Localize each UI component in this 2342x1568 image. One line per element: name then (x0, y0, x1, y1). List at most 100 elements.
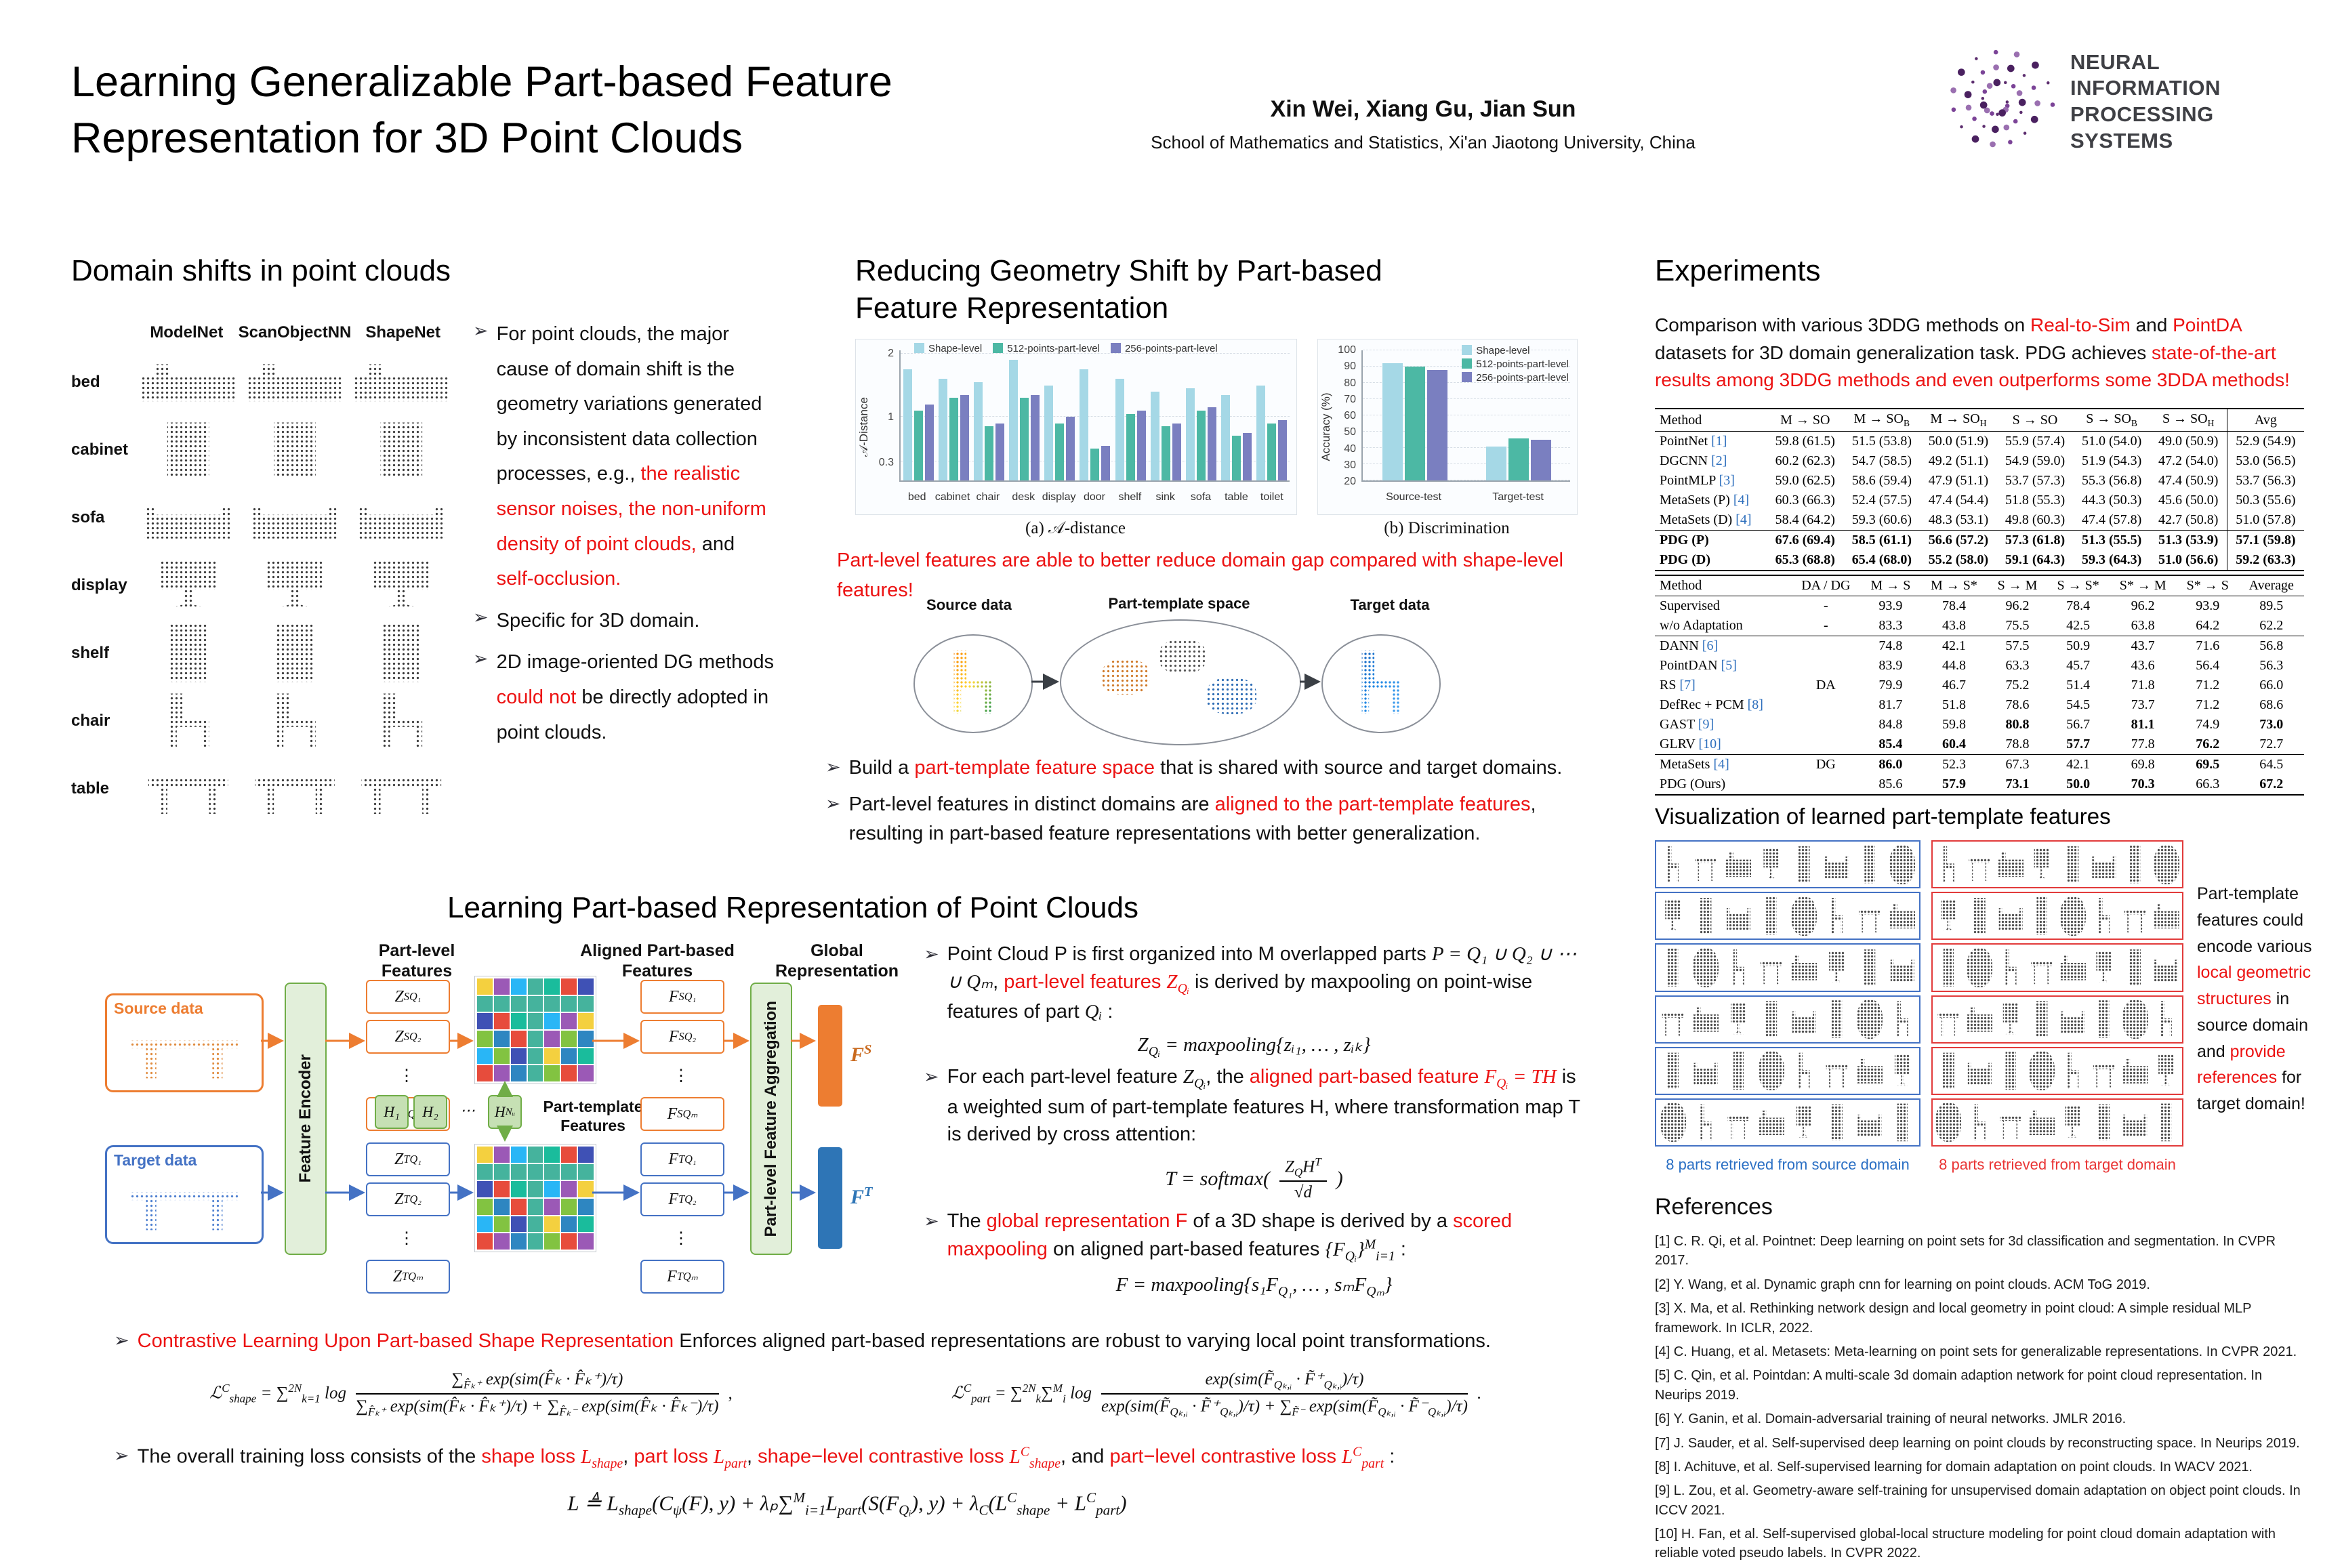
table-cell: DefRec + PCM [8] (1660, 697, 1763, 712)
bullet-geometry-1: ➢ Build a part-template feature space tha… (825, 754, 1588, 783)
discrimination-chart: Accuracy (%) 20 30 40 50 60 70 80 90 100 Source-te… (1317, 339, 1578, 515)
global-representation-header: Global Representation (775, 941, 899, 981)
part-thumb (2153, 904, 2179, 929)
figure-cell (241, 556, 348, 615)
gridline (1363, 463, 1570, 464)
part-row (1931, 1046, 2183, 1095)
legend-swatch (914, 343, 924, 353)
aligned-feature-box: F S Q₁ (640, 980, 724, 1014)
part-thumb (1799, 1052, 1810, 1089)
bar (1530, 440, 1551, 480)
table-cell: 60.2 (62.3) (1775, 453, 1835, 468)
table-cell: 59.8 (61.5) (1775, 434, 1835, 449)
pointcloud-thumb (380, 422, 423, 478)
bar (903, 369, 912, 480)
table-cell: - (1823, 618, 1828, 633)
table-cell: 45.6 (50.0) (2158, 493, 2219, 508)
text-segment: shape−level contrastive loss (758, 1445, 1010, 1468)
citation: [1] (1711, 434, 1727, 449)
part-thumb (2122, 1058, 2148, 1084)
table-row: MetaSets [4] DG 86.0 52.3 67.3 42.1 69.8 69.5 64… (1655, 754, 2304, 775)
part-thumb (1766, 896, 1777, 935)
bar (1426, 369, 1447, 480)
mosaic-cell (493, 1198, 510, 1215)
table-row: MetaSets (P) [4] 60.3 (66.3) 52.4 (57.5) 47… (1655, 491, 2304, 510)
x-tick-label: door (1083, 491, 1105, 503)
table-cell: 83.3 (1878, 618, 1903, 633)
part-thumb (1765, 1001, 1778, 1037)
part-thumb (1998, 852, 2024, 878)
table-cell: 56.4 (2196, 658, 2220, 673)
bullet-method-1: ➢ Point Cloud P is first organized into M… (924, 941, 1584, 1026)
column-header: S* → S (2176, 575, 2239, 596)
table-cell: 93.9 (1878, 598, 1903, 613)
table-cell: 75.5 (2005, 618, 2030, 633)
source-pointcloud-thumb (131, 1040, 238, 1079)
part-thumb (1758, 1051, 1784, 1091)
table-cell: 56.7 (2066, 717, 2091, 732)
bar (1101, 445, 1111, 480)
pointcloud-thumb (266, 560, 323, 608)
bar (1382, 363, 1403, 480)
mosaic-cell (510, 1233, 527, 1250)
mosaic-cell (510, 1030, 527, 1047)
x-tick-label: desk (1012, 491, 1035, 503)
part-contrastive-formula: ℒCpart = ∑2Nk∑Mi log exp(sim(F̃Qₖ,ᵢ · F̃… (847, 1369, 1586, 1419)
table-cell: 42.1 (1920, 636, 1988, 656)
category-label: bed (71, 373, 100, 391)
text-segment: , resulting in part-based feature repres… (848, 793, 1536, 845)
text-segment: The (947, 1210, 987, 1233)
column-header: Avg (2226, 408, 2304, 432)
aligned-feature-box: F T Qₘ (640, 1260, 724, 1294)
reference-item: [1] C. R. Qi, et al. Pointnet: Deep lear… (1655, 1234, 2276, 1268)
table-row: PDG (D) 65.3 (68.8) 65.4 (68.0) 55.2 (58.0)… (1655, 550, 2304, 571)
text-segment: : (1395, 1238, 1406, 1260)
table-cell: 59.1 (64.3) (1996, 550, 2074, 571)
table-cell: 43.8 (1942, 618, 1966, 633)
dataset-column-header: ShapeNet (365, 323, 441, 342)
template-box: H Nᵤ (488, 1095, 522, 1129)
table-cell: 78.4 (2066, 598, 2091, 613)
mosaic-cell (527, 1233, 543, 1250)
target-part-feature-column: Z T Q₁ Z T Q₂ ⋮ Z T Qₘ (366, 1142, 450, 1294)
mosaic-cell (493, 1181, 510, 1197)
table-header-row: Method M → SO M → SOB M → SOH S → SO S → SOB S… (1655, 408, 2304, 432)
text-segment: global representation F (986, 1210, 1188, 1233)
text-segment: ZQᵢ (1183, 1066, 1206, 1092)
table-row: PointNet [1] 59.8 (61.5) 51.5 (53.8) 50.0 (… (1655, 431, 2304, 451)
part-thumb (1967, 947, 1993, 987)
table-cell: 77.8 (2131, 737, 2155, 751)
bullet-text: For point clouds, the major cause of dom… (497, 317, 777, 597)
part-thumb (2154, 960, 2179, 982)
pointcloud-thumb (275, 693, 316, 749)
gridline (1363, 382, 1570, 383)
bar-group (1044, 350, 1075, 480)
table-cell: DGCNN [2] (1660, 453, 1727, 468)
part-thumb (1894, 1054, 1910, 1086)
table-cell: 46.7 (1942, 678, 1966, 693)
table-cell: 67.3 (1988, 754, 2047, 775)
bar (1185, 388, 1195, 480)
part-thumb (1831, 898, 1843, 934)
pointcloud-thumb (167, 422, 209, 478)
formula-rhs: ) (1336, 1167, 1343, 1190)
text-segment: that is shared with source and target do… (1155, 757, 1563, 779)
part-thumb (1733, 949, 1744, 986)
part-feature-box: Z S Q₁ (366, 980, 450, 1014)
part-row (1931, 892, 2183, 941)
ellipsis: ⋯ (460, 1102, 475, 1119)
figure-arrows (1031, 674, 1321, 690)
table-cell: 78.6 (2005, 697, 2030, 712)
legend-item: 256-points-part-level (1110, 343, 1218, 354)
table-cell: 51.8 (1942, 697, 1966, 712)
mosaic-cell (578, 1233, 594, 1250)
table-cell: 59.3 (64.3) (2073, 550, 2150, 571)
table-cell: 57.3 (61.8) (1996, 530, 2074, 550)
mosaic-cell (493, 995, 510, 1012)
mosaic-cell (527, 1030, 543, 1047)
table-cell: 80.8 (2005, 717, 2030, 732)
column-header: M → S (1861, 575, 1920, 596)
part-thumb (1856, 1058, 1883, 1084)
table-cell: - (1823, 598, 1828, 613)
part-template-row: H₁ H₂ ⋯ H Nᵤ (375, 1095, 522, 1129)
